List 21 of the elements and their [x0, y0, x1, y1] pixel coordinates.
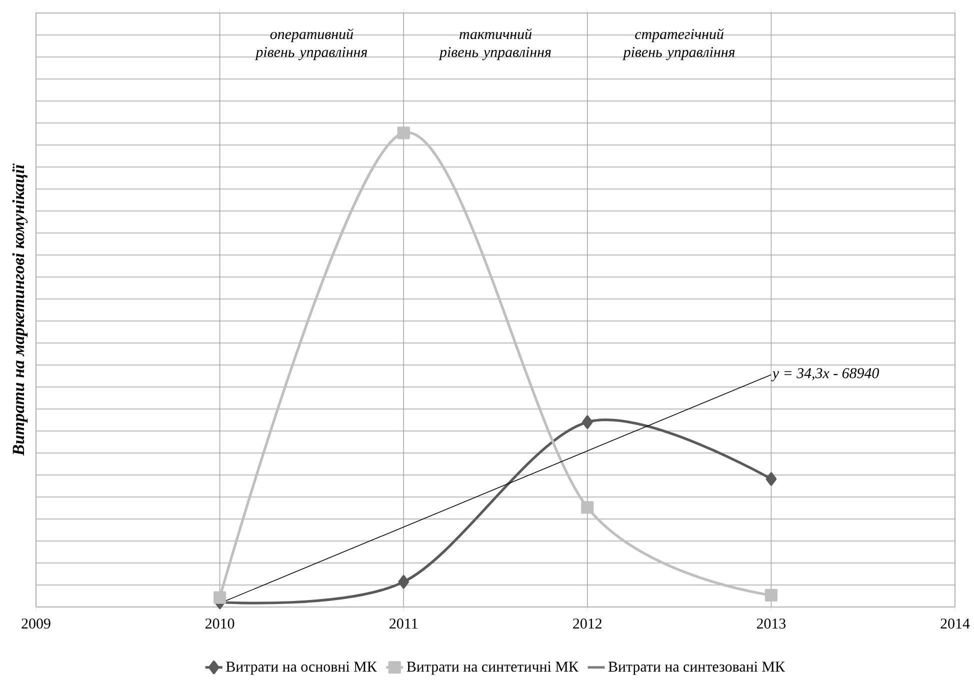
point — [398, 575, 410, 589]
x-tick-label: 2010 — [206, 618, 234, 629]
point — [397, 126, 410, 140]
point — [581, 501, 594, 514]
text: тактичний рівень управління — [438, 28, 551, 60]
x-tick-label: 2012 — [573, 618, 602, 629]
text: стратегічний рівень управління — [622, 28, 735, 60]
x-tick-label: 2013 — [756, 618, 786, 629]
point — [766, 472, 777, 486]
annotation: y = 34,3x - 68940 — [771, 368, 880, 382]
x-tick-label: 2014 — [940, 618, 970, 629]
text: оперативний рівень управління — [254, 28, 367, 60]
x-tick-label: 2011 — [390, 618, 418, 629]
point — [582, 415, 593, 429]
legend-label: Витрати на синтетичні МК — [406, 662, 578, 675]
x-tick-label: 2009 — [22, 618, 50, 629]
point — [764, 588, 778, 602]
y-axis-title: Витрати на маркетингові комунікації — [12, 163, 28, 456]
legend-label: Витрати на основні МК — [226, 662, 377, 675]
point — [214, 591, 226, 604]
legend-label: Витрати на синтезовані МК — [608, 662, 785, 675]
